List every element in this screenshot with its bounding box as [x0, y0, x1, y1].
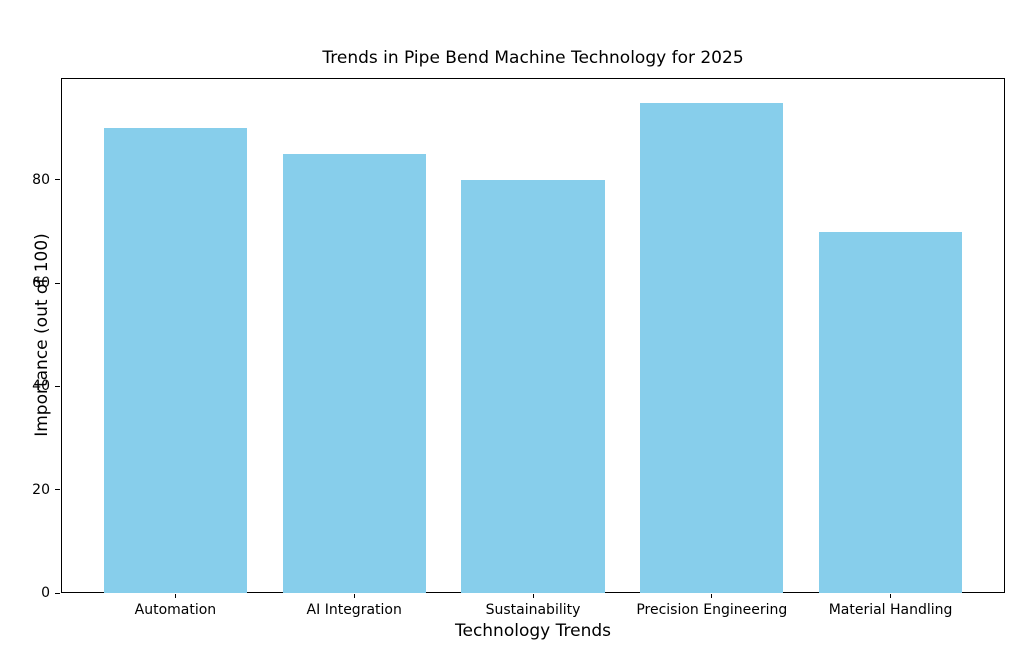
bar-sustainability: [461, 179, 605, 593]
x-tick-label: AI Integration: [306, 602, 402, 618]
bar-ai-integration: [282, 154, 426, 593]
bar-precision-engineering: [640, 102, 784, 593]
y-tick-label: 20: [32, 481, 50, 498]
x-tick-mark: [890, 594, 892, 598]
y-tick-mark: [55, 282, 60, 284]
x-tick-mark: [174, 594, 176, 598]
bar-automation: [103, 128, 247, 593]
y-tick-label: 40: [32, 378, 50, 395]
y-tick-mark: [55, 179, 60, 181]
x-tick-label: Material Handling: [828, 602, 953, 618]
chart-title: Trends in Pipe Bend Machine Technology f…: [322, 48, 744, 68]
y-tick-mark: [55, 489, 60, 491]
x-tick-label: Sustainability: [485, 602, 581, 618]
x-tick-mark: [353, 594, 355, 598]
y-tick-label: 60: [32, 275, 50, 292]
y-tick-mark: [55, 592, 60, 594]
x-axis-label: Technology Trends: [454, 621, 611, 641]
y-axis-label: Importance (out of 100): [32, 233, 52, 437]
x-tick-mark: [711, 594, 713, 598]
x-tick-mark: [532, 594, 534, 598]
x-tick-label: Precision Engineering: [636, 602, 788, 618]
bar-material-handling: [819, 231, 963, 593]
y-tick-label: 80: [32, 171, 50, 188]
y-tick-mark: [55, 385, 60, 387]
y-tick-label: 0: [41, 585, 50, 601]
x-tick-label: Automation: [134, 602, 217, 618]
